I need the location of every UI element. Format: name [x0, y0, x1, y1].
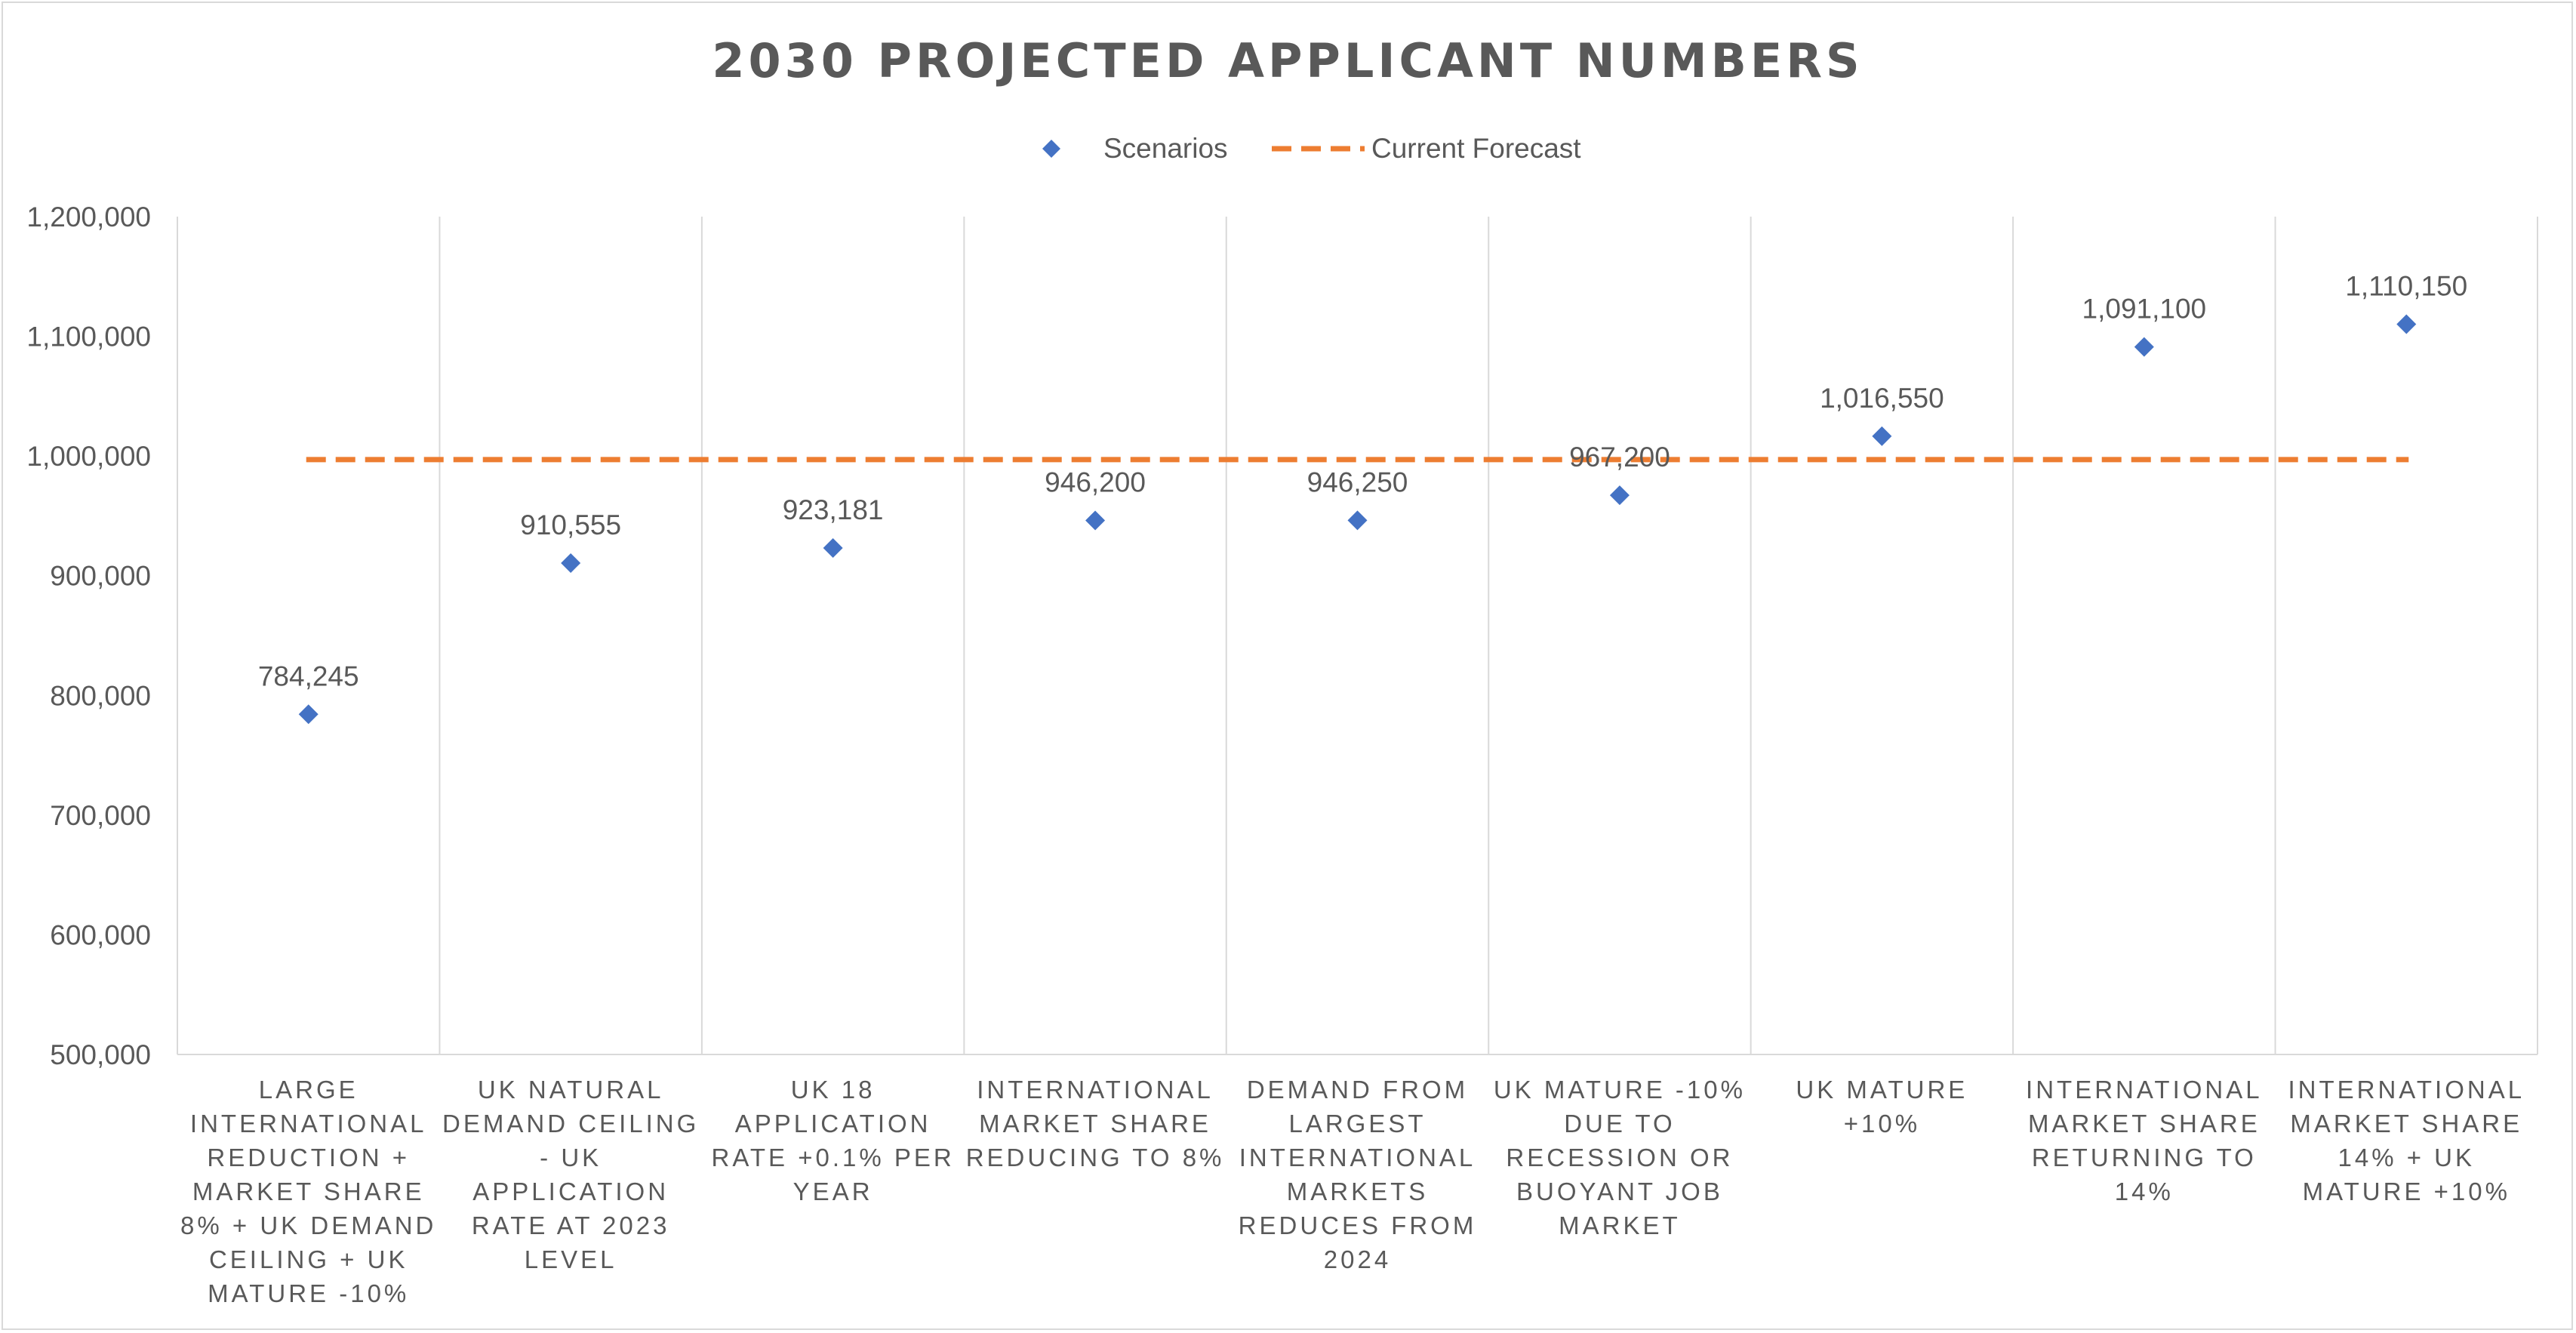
x-category-label: UK MATURE +10% — [1796, 1076, 1968, 1138]
data-labels: 784,245 910,555 923,181 946,200 946,250 967,2… — [258, 270, 2467, 691]
x-category-label: LARGE INTERNATIONAL REDUCTION + MARKET SHAR… — [180, 1076, 436, 1307]
chart-title: 2030 PROJECTED APPLICANT NUMBERS — [712, 33, 1863, 88]
x-category-label: UK NATURAL DEMAND CEILING - UK APPLICATION R… — [442, 1076, 699, 1273]
x-category-label: UK MATURE -10% DUE TO RECESSION OR BUOYANT … — [1494, 1076, 1746, 1239]
legend: Scenarios Current Forecast — [1042, 133, 1581, 164]
data-label: 946,200 — [1045, 466, 1146, 497]
y-axis: 500,000 600,000 700,000 800,000 900,000 1,000… — [26, 202, 151, 1070]
category-gridlines — [177, 217, 2538, 1054]
data-label: 967,200 — [1569, 442, 1670, 473]
x-axis: LARGE INTERNATIONAL REDUCTION + MARKET SHAR… — [177, 1054, 2538, 1307]
y-tick-label: 600,000 — [50, 919, 151, 950]
scenarios-series — [298, 314, 2417, 725]
data-label: 1,110,150 — [2345, 270, 2467, 301]
x-category-label: INTERNATIONAL MARKET SHARE REDUCING TO 8% — [966, 1076, 1225, 1171]
y-tick-label: 900,000 — [50, 561, 151, 592]
scenario-point — [1347, 510, 1368, 531]
legend-scenarios-label: Scenarios — [1103, 133, 1228, 164]
data-label: 1,016,550 — [1820, 383, 1944, 414]
scenario-point — [2134, 337, 2154, 357]
scenario-point — [1872, 426, 1892, 446]
scenario-point — [2396, 314, 2417, 334]
scenario-point — [823, 537, 843, 558]
x-category-label: DEMAND FROM LARGEST INTERNATIONAL MARKETS RE… — [1239, 1076, 1477, 1273]
y-tick-label: 1,200,000 — [26, 202, 151, 232]
data-label: 784,245 — [258, 660, 359, 691]
data-label: 946,250 — [1307, 466, 1408, 497]
y-tick-label: 500,000 — [50, 1039, 151, 1070]
y-tick-label: 800,000 — [50, 680, 151, 711]
scenario-point — [1085, 510, 1106, 531]
y-tick-label: 1,000,000 — [26, 441, 151, 472]
y-tick-label: 700,000 — [50, 800, 151, 831]
x-category-label: INTERNATIONAL MARKET SHARE 14% + UK MATURE … — [2288, 1076, 2525, 1205]
legend-forecast-label: Current Forecast — [1371, 133, 1581, 164]
x-category-label: INTERNATIONAL MARKET SHARE RETURNING TO 14% — [2026, 1076, 2263, 1205]
scenario-point — [1609, 485, 1630, 506]
x-category-label: UK 18 APPLICATION RATE +0.1% PER YEAR — [711, 1076, 954, 1205]
scenario-point — [298, 704, 319, 725]
scenario-point — [561, 553, 581, 573]
data-label: 923,181 — [783, 494, 884, 525]
data-label: 1,091,100 — [2082, 294, 2207, 325]
data-label: 910,555 — [520, 509, 621, 540]
y-tick-label: 1,100,000 — [26, 322, 151, 352]
legend-scenarios-marker — [1042, 140, 1060, 158]
